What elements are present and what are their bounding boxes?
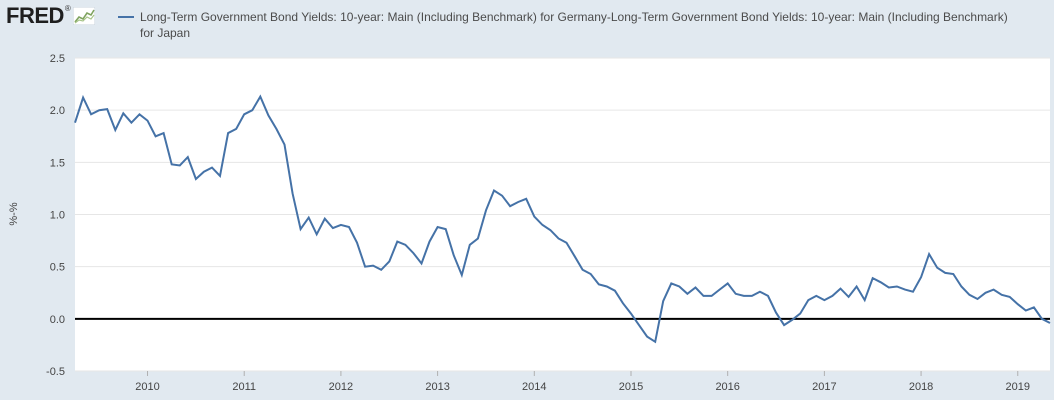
legend-series-label: Long-Term Government Bond Yields: 10-yea… — [140, 10, 1008, 40]
y-axis-label: %-% — [8, 202, 20, 225]
x-tick-label: 2017 — [812, 381, 836, 393]
y-tick-label: -0.5 — [46, 366, 65, 378]
x-tick-label: 2011 — [232, 381, 256, 393]
series-line — [74, 94, 1051, 344]
x-tick-label: 2019 — [1006, 381, 1030, 393]
x-tick-label: 2016 — [715, 381, 739, 393]
x-tick-label: 2014 — [522, 381, 546, 393]
logo-text: FRED — [6, 3, 64, 28]
x-tick-label: 2015 — [619, 381, 643, 393]
x-tick-label: 2018 — [909, 381, 933, 393]
chart-legend: Long-Term Government Bond Yields: 10-yea… — [118, 9, 1018, 41]
y-tick-label: 1.0 — [50, 210, 65, 222]
y-tick-label: 0.0 — [50, 314, 65, 326]
x-tick-label: 2010 — [135, 381, 159, 393]
x-tick-label: 2013 — [425, 381, 449, 393]
x-tick-label: 2012 — [329, 381, 353, 393]
chart-graph-icon — [72, 7, 95, 25]
fred-logo[interactable]: FRED ® — [6, 5, 95, 27]
legend-swatch — [118, 16, 134, 18]
logo-registered-mark: ® — [64, 4, 71, 13]
y-tick-label: 2.0 — [50, 105, 65, 117]
y-tick-label: 2.5 — [50, 53, 65, 65]
y-tick-label: 0.5 — [50, 262, 65, 274]
y-tick-label: 1.5 — [50, 157, 65, 169]
